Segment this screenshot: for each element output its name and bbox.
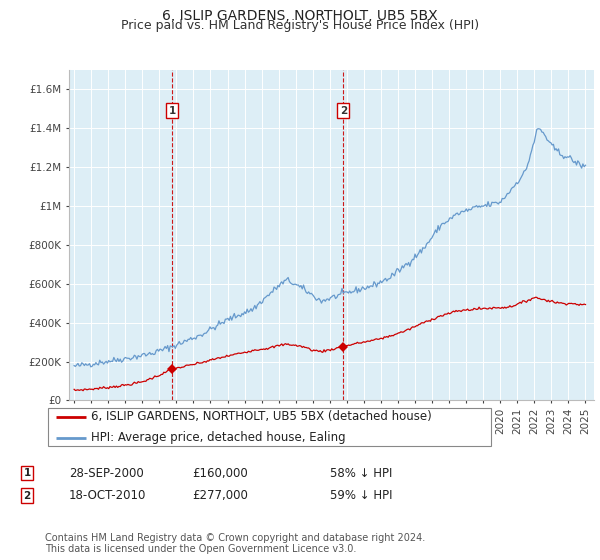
Text: 2: 2 bbox=[23, 491, 31, 501]
Text: 18-OCT-2010: 18-OCT-2010 bbox=[69, 489, 146, 502]
Text: 28-SEP-2000: 28-SEP-2000 bbox=[69, 466, 144, 480]
FancyBboxPatch shape bbox=[48, 408, 491, 446]
Text: £160,000: £160,000 bbox=[192, 466, 248, 480]
Text: HPI: Average price, detached house, Ealing: HPI: Average price, detached house, Eali… bbox=[91, 431, 346, 444]
Text: 2: 2 bbox=[340, 106, 347, 116]
Text: Contains HM Land Registry data © Crown copyright and database right 2024.
This d: Contains HM Land Registry data © Crown c… bbox=[45, 533, 425, 554]
Text: 58% ↓ HPI: 58% ↓ HPI bbox=[330, 466, 392, 480]
Text: 59% ↓ HPI: 59% ↓ HPI bbox=[330, 489, 392, 502]
Text: 1: 1 bbox=[23, 468, 31, 478]
Text: Price paid vs. HM Land Registry's House Price Index (HPI): Price paid vs. HM Land Registry's House … bbox=[121, 19, 479, 32]
Text: £277,000: £277,000 bbox=[192, 489, 248, 502]
Text: 1: 1 bbox=[169, 106, 176, 116]
Text: 6, ISLIP GARDENS, NORTHOLT, UB5 5BX (detached house): 6, ISLIP GARDENS, NORTHOLT, UB5 5BX (det… bbox=[91, 410, 431, 423]
Text: 6, ISLIP GARDENS, NORTHOLT, UB5 5BX: 6, ISLIP GARDENS, NORTHOLT, UB5 5BX bbox=[162, 9, 438, 23]
